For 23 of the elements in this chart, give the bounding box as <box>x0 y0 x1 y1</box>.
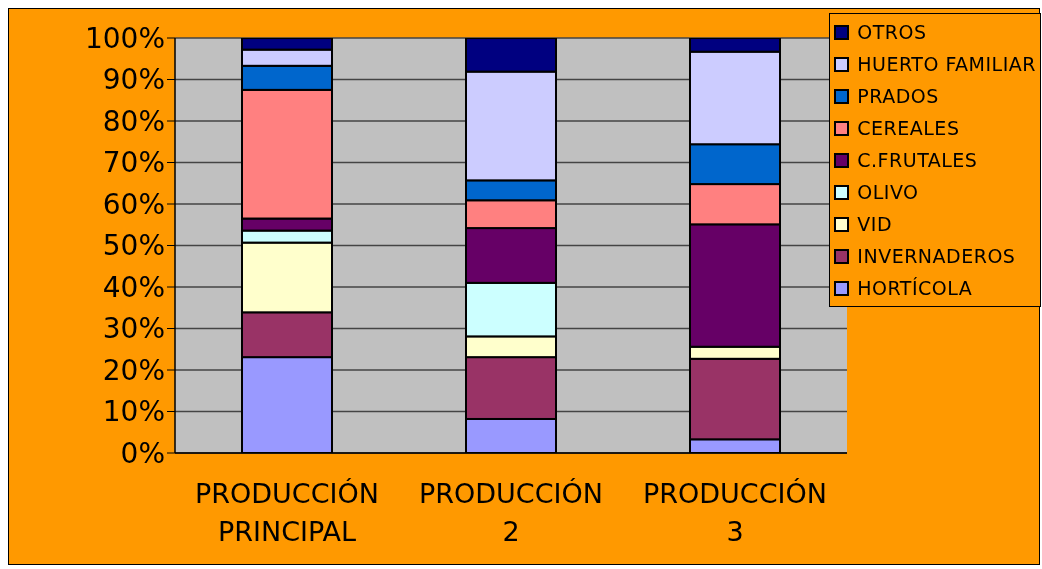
legend-label: CEREALES <box>857 117 960 139</box>
legend-label: HORTÍCOLA <box>857 277 973 299</box>
legend-label: INVERNADEROS <box>857 245 1016 267</box>
y-tick-label: 30% <box>102 312 165 346</box>
legend-label: HUERTO FAMILIAR <box>857 53 1036 75</box>
legend-label: PRADOS <box>857 85 939 107</box>
legend-label: OTROS <box>857 21 927 43</box>
x-tick-label: PRODUCCIÓN 3 <box>643 478 827 547</box>
y-tick-label: 50% <box>102 229 165 263</box>
x-tick-label: PRODUCCIÓN 2 <box>419 478 603 547</box>
legend-label: OLIVO <box>857 181 919 203</box>
y-tick-label: 0% <box>120 436 165 470</box>
legend-label: VID <box>857 213 893 235</box>
y-tick-label: 90% <box>102 63 165 97</box>
y-tick-label: 100% <box>84 21 165 55</box>
legend-label: C.FRUTALES <box>857 149 978 171</box>
y-tick-label: 20% <box>102 353 165 387</box>
x-tick-label: PRODUCCIÓN PRINCIPAL <box>195 478 379 547</box>
y-tick-label: 40% <box>102 270 165 304</box>
y-tick-label: 70% <box>102 146 165 180</box>
y-tick-label: 10% <box>102 395 165 429</box>
y-tick-label: 80% <box>102 104 165 138</box>
y-tick-label: 60% <box>102 187 165 221</box>
